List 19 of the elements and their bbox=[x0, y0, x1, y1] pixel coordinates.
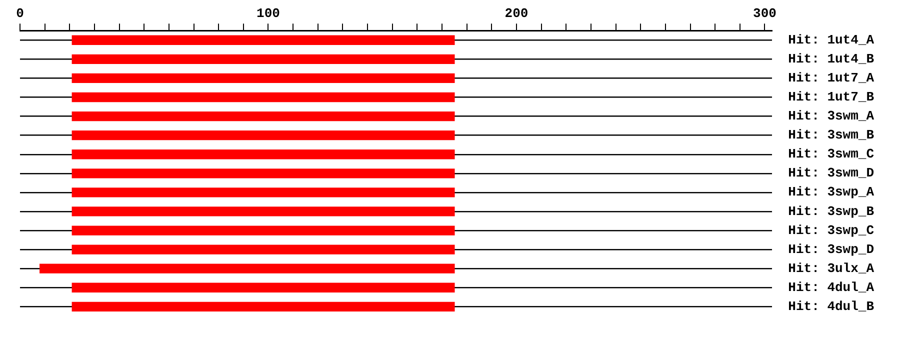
y-tick-label: Hit: 3swp_C bbox=[788, 222, 874, 238]
y-tick-label: Hit: 3ulx_A bbox=[788, 260, 874, 276]
y-tick-label: Hit: 1ut7_A bbox=[788, 70, 874, 86]
y-tick-label: Hit: 4dul_B bbox=[788, 298, 874, 314]
y-tick-label: Hit: 1ut4_B bbox=[788, 51, 874, 66]
y-tick-label: Hit: 3swp_B bbox=[788, 204, 874, 219]
y-tick-label: Hit: 3swp_D bbox=[788, 242, 874, 257]
y-tick-label: Hit: 3swm_D bbox=[788, 166, 874, 181]
y-tick-label: Hit: 3swm_B bbox=[788, 128, 874, 143]
x-tick-label: 200 bbox=[504, 6, 528, 22]
x-tick-label: 300 bbox=[753, 6, 777, 22]
x-tick-label: 0 bbox=[16, 6, 24, 22]
y-tick-label: Hit: 1ut7_B bbox=[788, 90, 874, 105]
y-tick-label: Hit: 3swm_A bbox=[788, 108, 874, 124]
x-tick-label: 100 bbox=[256, 6, 280, 22]
y-tick-label: Hit: 1ut4_A bbox=[788, 32, 874, 48]
y-tick-label: Hit: 3swm_C bbox=[788, 146, 874, 162]
y-tick-label: Hit: 3swp_A bbox=[788, 184, 874, 200]
y-tick-label: Hit: 4dul_A bbox=[788, 280, 874, 295]
